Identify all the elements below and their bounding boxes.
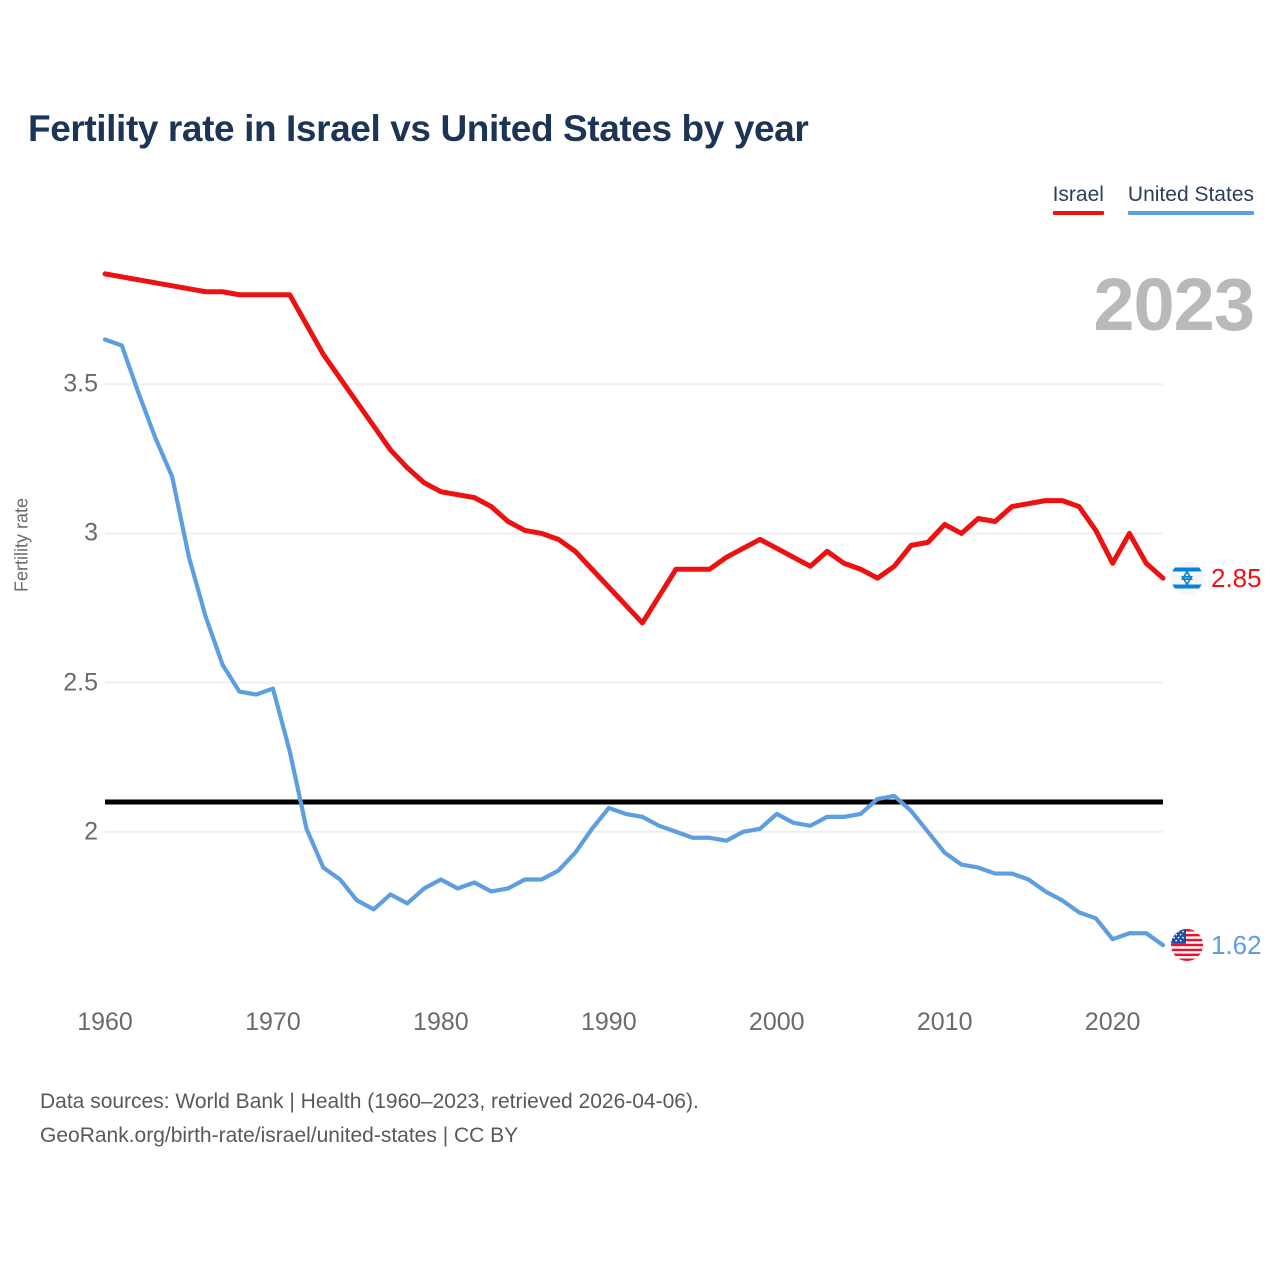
year-watermark: 2023 [1093, 263, 1255, 346]
israel-flag-icon [1171, 562, 1203, 595]
x-tick-label: 2010 [916, 1008, 973, 1036]
series-line-united-states[interactable] [102, 337, 1166, 948]
x-tick-label: 2000 [748, 1008, 805, 1036]
footer-line-1: Data sources: World Bank | Health (1960–… [40, 1090, 699, 1113]
legend-item-united-states[interactable]: United States [1127, 183, 1254, 216]
legend-color-swatch-israel [1052, 211, 1104, 216]
series-line-israel[interactable] [102, 271, 1166, 626]
series-lines [102, 271, 1166, 948]
end-value: 2.85 [1211, 562, 1262, 593]
y-tick-label: 3.5 [63, 369, 98, 398]
legend-color-swatch-united-states [1127, 211, 1254, 216]
end-label-united-states: 1.62 [1171, 929, 1262, 962]
end-value: 1.62 [1211, 929, 1262, 960]
page-title: Fertility rate in Israel vs United State… [28, 108, 809, 149]
legend-item-israel[interactable]: Israel [1052, 183, 1104, 216]
y-tick-label: 2.5 [63, 668, 98, 697]
gridlines [105, 383, 1163, 833]
footer-line-2: GeoRank.org/birth-rate/israel/united-sta… [40, 1124, 519, 1148]
end-label-israel: 2.85 [1171, 562, 1262, 595]
y-tick-label: 2 [84, 817, 98, 846]
chart-legend: Israel United States [1052, 183, 1254, 216]
footer-attribution: Data sources: World Bank | Health (1960–… [40, 1085, 699, 1153]
legend-label-united-states: United States [1127, 183, 1254, 206]
x-tick-label: 1980 [413, 1008, 469, 1036]
legend-label-israel: Israel [1052, 183, 1104, 206]
us-flag-icon [1171, 929, 1203, 962]
x-tick-label: 1960 [77, 1008, 133, 1036]
x-tick-label: 1970 [245, 1008, 301, 1036]
x-tick-label: 2020 [1084, 1008, 1141, 1036]
x-tick-label: 1990 [580, 1008, 637, 1036]
y-tick-label: 3 [84, 518, 98, 547]
